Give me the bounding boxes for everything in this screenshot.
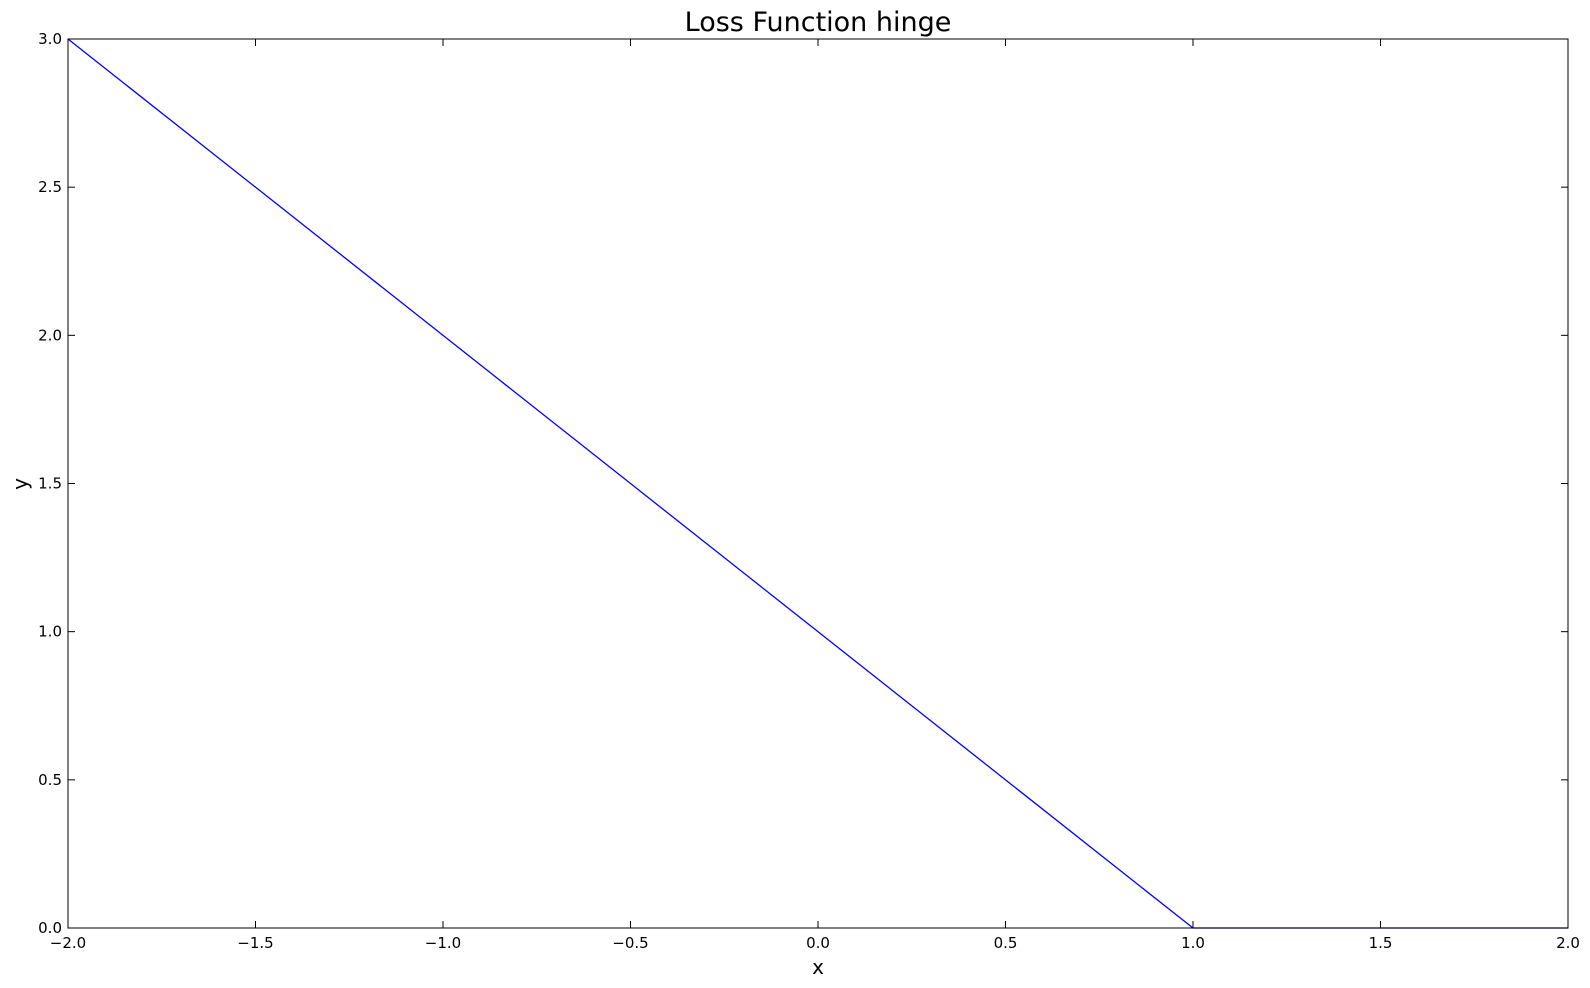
x-tick-label-6: 1.0 bbox=[1181, 934, 1205, 952]
y-tick-labels: 0.0 0.5 1.0 1.5 2.0 2.5 3.0 bbox=[38, 30, 62, 937]
axes-frame bbox=[67, 38, 1569, 929]
y-tick-label-6: 3.0 bbox=[38, 30, 62, 48]
x-tick-label-1: −1.5 bbox=[237, 934, 273, 952]
chart-title: Loss Function hinge bbox=[685, 7, 952, 38]
x-tick-label-3: −0.5 bbox=[612, 934, 648, 952]
y-tick-label-3: 1.5 bbox=[38, 475, 62, 493]
y-tick-label-5: 2.5 bbox=[38, 178, 62, 196]
x-tick-label-0: −2.0 bbox=[50, 934, 86, 952]
y-tick-label-4: 2.0 bbox=[38, 326, 62, 344]
x-tick-labels: −2.0 −1.5 −1.0 −0.5 0.0 0.5 1.0 1.5 2.0 bbox=[50, 934, 1580, 952]
y-tick-label-0: 0.0 bbox=[38, 919, 62, 937]
plot-area bbox=[67, 38, 1569, 929]
x-tick-label-4: 0.0 bbox=[806, 934, 830, 952]
y-tick-label-1: 0.5 bbox=[38, 771, 62, 789]
x-axis-label: x bbox=[812, 955, 824, 979]
y-axis-label: y bbox=[8, 478, 32, 490]
x-tick-label-2: −1.0 bbox=[425, 934, 461, 952]
x-tick-label-5: 0.5 bbox=[994, 934, 1018, 952]
x-tick-label-7: 1.5 bbox=[1369, 934, 1393, 952]
y-tick-label-2: 1.0 bbox=[38, 623, 62, 641]
plot-background bbox=[68, 39, 1568, 928]
x-tick-label-8: 2.0 bbox=[1556, 934, 1580, 952]
